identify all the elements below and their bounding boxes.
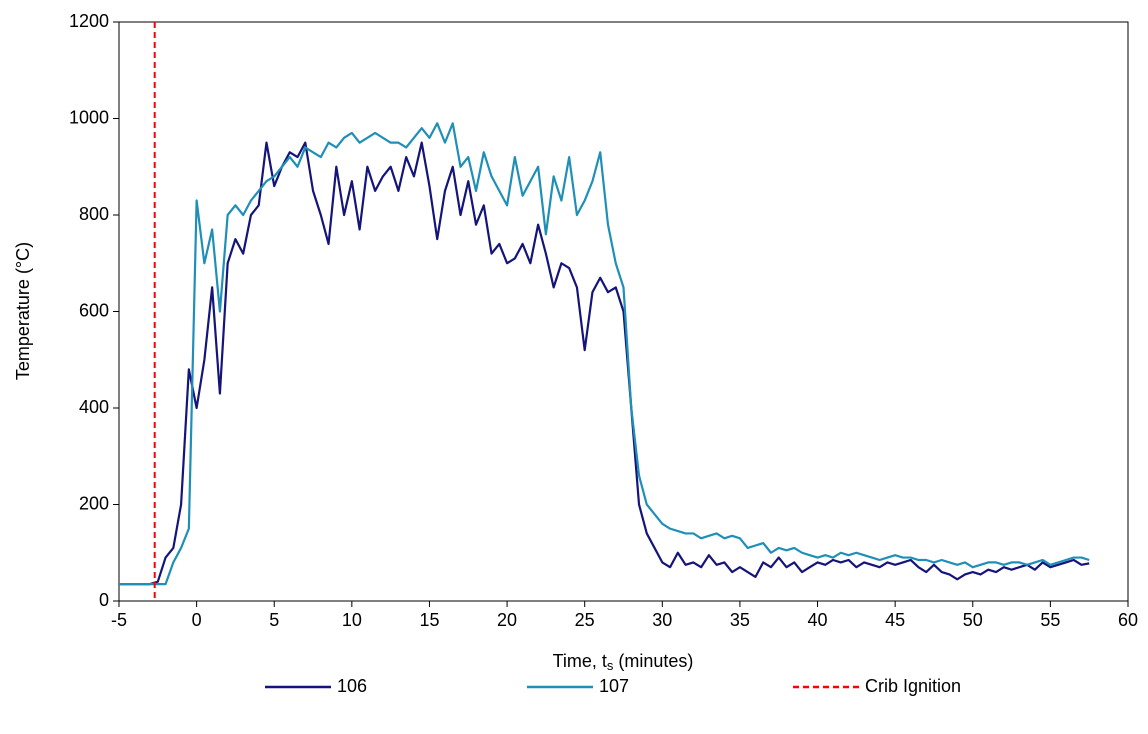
x-tick-label: 60 [1118,610,1138,630]
legend-label: Crib Ignition [865,676,961,696]
x-label-text: Time, t [553,651,607,671]
x-tick-label: 0 [192,610,202,630]
x-axis-label: Time, ts (minutes) [553,651,694,674]
x-tick-label: 50 [963,610,983,630]
y-tick-label: 600 [79,300,109,320]
x-tick-label: 5 [269,610,279,630]
x-tick-label: 20 [497,610,517,630]
legend-label: 106 [337,676,367,696]
y-axis-label: Temperature (°C) [13,242,33,380]
x-tick-label: -5 [111,610,127,630]
y-tick-label: 1200 [69,11,109,31]
x-tick-label: 25 [575,610,595,630]
y-tick-label: 800 [79,204,109,224]
x-tick-label: 10 [342,610,362,630]
y-tick-label: 200 [79,493,109,513]
x-tick-label: 55 [1040,610,1060,630]
series-line [119,141,1090,586]
x-tick-label: 35 [730,610,750,630]
x-label-subscript: s [607,658,614,673]
y-tick-label: 0 [99,590,109,610]
x-label-suffix: (minutes) [613,651,693,671]
x-tick-label: 30 [652,610,672,630]
x-tick-label: 15 [419,610,439,630]
x-tick-label: 40 [808,610,828,630]
y-tick-label: 400 [79,397,109,417]
x-tick-label: 45 [885,610,905,630]
legend-label: 107 [599,676,629,696]
y-tick-label: 1000 [69,107,109,127]
series-line [119,122,1090,586]
